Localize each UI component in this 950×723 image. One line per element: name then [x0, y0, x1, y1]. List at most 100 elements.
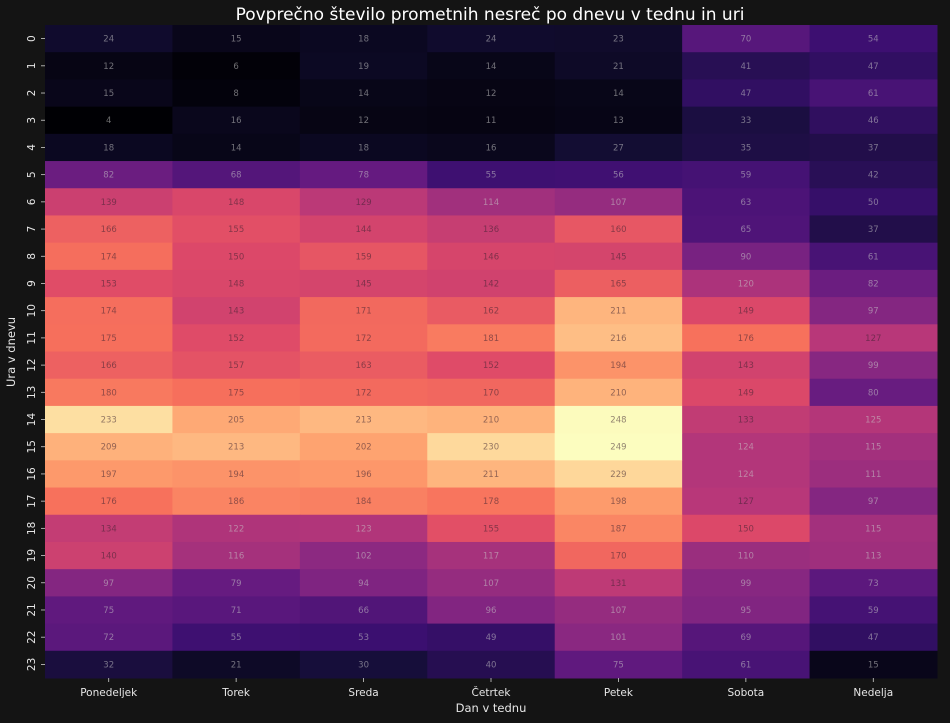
cell-value-label: 165 [610, 279, 626, 289]
heatmap-cell [427, 133, 556, 162]
heatmap-cell [682, 79, 811, 108]
y-tick-label: 18 [26, 522, 38, 535]
heatmap-cell [682, 52, 811, 80]
heatmap-cell [45, 215, 173, 244]
heatmap-cell [682, 378, 811, 407]
y-tick-label: 0 [26, 35, 38, 42]
cell-value-label: 107 [610, 198, 626, 208]
cell-value-label: 65 [740, 225, 751, 235]
cell-value-label: 47 [740, 89, 751, 99]
heatmap-cell [45, 650, 173, 679]
heatmap-cell [45, 106, 173, 135]
heatmap-cell [172, 569, 301, 597]
heatmap-cells: 24 15 18 24 23 70 54 12 6 19 14 21 41 47 15 8 14 12 14 47 61… [45, 25, 938, 679]
heatmap-cell [427, 161, 556, 189]
cell-value-label: 97 [868, 307, 879, 317]
cell-value-label: 47 [868, 62, 879, 72]
heatmap-cell [172, 297, 301, 325]
heatmap-cell [427, 106, 556, 135]
y-tick-label: 7 [26, 226, 38, 233]
heatmap-cell [172, 541, 301, 570]
heatmap-cell [809, 133, 938, 162]
x-tick-label: Nedelja [853, 687, 893, 699]
cell-value-label: 213 [355, 416, 371, 426]
cell-value-label: 117 [483, 552, 499, 562]
heatmap-cell [554, 596, 683, 625]
heatmap-cell [682, 161, 811, 189]
cell-value-label: 13 [613, 116, 624, 126]
cell-value-label: 211 [610, 307, 626, 317]
heatmap-cell [45, 623, 173, 652]
x-tick-label: Sobota [727, 687, 764, 699]
cell-value-label: 150 [228, 252, 244, 262]
heatmap-cell [45, 378, 173, 407]
heatmap-cell [809, 25, 938, 53]
cell-value-label: 54 [868, 35, 879, 45]
heatmap-cell [299, 541, 428, 570]
cell-value-label: 120 [738, 279, 754, 289]
heatmap-cell [45, 596, 173, 625]
heatmap-cell [299, 351, 428, 380]
cell-value-label: 150 [738, 524, 754, 534]
cell-value-label: 123 [355, 524, 371, 534]
cell-value-label: 14 [486, 62, 497, 72]
heatmap-cell [682, 106, 811, 135]
cell-value-label: 148 [228, 279, 244, 289]
cell-value-label: 97 [868, 497, 879, 507]
y-tick-label: 3 [26, 117, 38, 124]
heatmap-cell [809, 487, 938, 516]
heatmap-cell [554, 324, 683, 352]
heatmap-cell [299, 378, 428, 407]
y-tick-label: 19 [26, 549, 38, 562]
cell-value-label: 95 [740, 606, 751, 616]
heatmap-cell [554, 650, 683, 679]
cell-value-label: 72 [103, 633, 114, 643]
cell-value-label: 162 [483, 307, 499, 317]
heatmap-cell [809, 188, 938, 216]
heatmap-cell [172, 161, 301, 189]
heatmap-cell [45, 460, 173, 489]
heatmap-cell [427, 215, 556, 244]
cell-value-label: 78 [358, 171, 369, 181]
heatmap-cell [809, 161, 938, 189]
cell-value-label: 142 [483, 279, 499, 289]
heatmap-cell [554, 79, 683, 108]
cell-value-label: 56 [613, 171, 624, 181]
cell-value-label: 149 [738, 388, 754, 398]
heatmap-cell [427, 487, 556, 516]
cell-value-label: 143 [738, 361, 754, 371]
heatmap-cell [427, 52, 556, 80]
y-tick-label: 17 [26, 494, 38, 507]
heatmap-cell [427, 351, 556, 380]
heatmap-cell [45, 133, 173, 162]
cell-value-label: 198 [610, 497, 626, 507]
heatmap-cell [554, 133, 683, 162]
cell-value-label: 14 [358, 89, 369, 99]
cell-value-label: 127 [865, 334, 881, 344]
heatmap-cell [427, 188, 556, 216]
y-tick-label: 6 [26, 198, 38, 205]
cell-value-label: 143 [228, 307, 244, 317]
cell-value-label: 115 [865, 443, 881, 453]
cell-value-label: 99 [868, 361, 879, 371]
cell-value-label: 101 [610, 633, 626, 643]
heatmap-cell [682, 297, 811, 325]
heatmap-cell [554, 106, 683, 135]
heatmap-cell [809, 351, 938, 380]
cell-value-label: 176 [738, 334, 754, 344]
heatmap-cell [682, 188, 811, 216]
heatmap-cell [45, 79, 173, 108]
heatmap-cell [172, 52, 301, 80]
x-axis-ticks: Ponedeljek Torek Sreda Četrtek Petek Sobota Ne… [80, 678, 893, 699]
heatmap-cell [809, 623, 938, 652]
cell-value-label: 148 [228, 198, 244, 208]
cell-value-label: 211 [483, 470, 499, 480]
heatmap-cell [427, 460, 556, 489]
heatmap-cell [682, 541, 811, 570]
cell-value-label: 186 [228, 497, 244, 507]
cell-value-label: 210 [610, 388, 626, 398]
cell-value-label: 196 [355, 470, 371, 480]
heatmap-cell [172, 596, 301, 625]
cell-value-label: 55 [231, 633, 242, 643]
heatmap-cell [172, 405, 301, 434]
